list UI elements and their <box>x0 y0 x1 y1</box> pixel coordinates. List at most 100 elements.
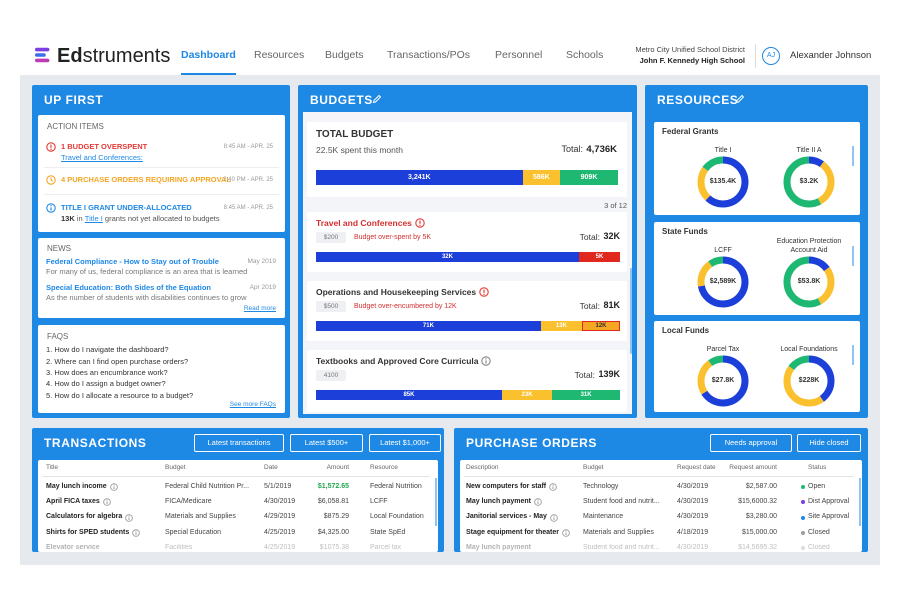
donut-value: $3.2K <box>799 177 819 185</box>
panel-title: BUDGETS <box>310 93 373 107</box>
icon-shape <box>50 205 52 207</box>
school-name: John F. Kennedy High School <box>639 56 745 66</box>
filter-button[interactable]: Latest $500+ <box>290 434 363 452</box>
donut-label: Title II A <box>796 146 822 154</box>
edit-icon <box>372 94 382 104</box>
action-link[interactable]: Title I <box>84 214 103 223</box>
icon-shape <box>135 530 137 532</box>
faq-item[interactable]: 3. How does an encumbrance work? <box>46 367 168 377</box>
donut-label: Local Foundations <box>780 345 838 353</box>
news-date: May 2019 <box>247 258 276 266</box>
active-tab-underline <box>181 73 236 75</box>
status-dot <box>801 515 805 520</box>
transactions-table-card <box>38 460 438 552</box>
nav-tab[interactable]: Transactions/POs <box>387 49 471 62</box>
donut-arc <box>783 355 835 407</box>
faq-item[interactable]: 5. How do I allocate a resource to a bud… <box>46 390 194 400</box>
table-cell: Special Education <box>165 528 222 536</box>
alert-icon <box>415 218 425 228</box>
action-divider <box>44 194 279 195</box>
nav-tab[interactable]: Resources <box>254 49 305 62</box>
donut-arc <box>783 156 835 208</box>
faq-item[interactable]: 2. Where can I find open purchase orders… <box>46 356 189 366</box>
filter-button[interactable]: Latest $1,000+ <box>369 434 441 452</box>
bar-segment-label: 12K <box>595 323 607 329</box>
bar-segment-label: 3,241K <box>408 174 431 181</box>
donut-label-box: Title I <box>681 135 765 155</box>
info-icon <box>103 498 111 507</box>
budget-name[interactable]: Operations and Housekeeping Services <box>316 286 477 297</box>
resource-scrollbar <box>852 146 854 166</box>
budget-code: $200 <box>316 232 346 243</box>
icon-shape <box>485 358 487 360</box>
filter-button[interactable]: Latest transactions <box>194 434 284 452</box>
donut <box>697 156 749 208</box>
status-dot <box>801 500 805 505</box>
donut-arc <box>783 156 835 208</box>
budget-note: Budget over-spent by 5K <box>354 233 432 241</box>
donut-value: $2,589K <box>709 277 737 285</box>
table-cell: May lunch payment <box>466 498 531 506</box>
donut-value: $135.4K <box>709 177 737 185</box>
faq-item[interactable]: 4. How do I assign a budget owner? <box>46 379 166 389</box>
read-more-link[interactable]: Read more <box>243 305 276 313</box>
district-name: Metro City Unified School District <box>635 45 745 55</box>
filter-button[interactable]: Needs approval <box>710 434 792 452</box>
info-icon <box>534 498 542 507</box>
news-text: For many of us, federal compliance is an… <box>46 267 248 277</box>
news-title[interactable]: Federal Compliance - How to Stay out of … <box>46 257 219 267</box>
nav-tab[interactable]: Personnel <box>495 49 543 62</box>
donut-label: LCFF <box>714 246 732 254</box>
status-dot <box>801 485 805 489</box>
news-title[interactable]: Special Education: Both Sides of the Equ… <box>46 283 212 293</box>
table-cell: $6,058.81 <box>317 498 349 506</box>
nav-tab[interactable]: Budgets <box>325 49 364 62</box>
table-cell: $1075.38 <box>319 543 349 551</box>
icon-shape <box>372 94 382 104</box>
donut-arc <box>697 256 749 308</box>
bar-segment: 13K <box>540 321 582 331</box>
nav-bar <box>20 35 880 75</box>
filter-button[interactable]: Hide closed <box>797 434 861 452</box>
alert-icon <box>479 287 489 297</box>
icon-shape <box>132 529 140 537</box>
icon-shape <box>128 515 130 517</box>
budget-name[interactable]: Textbooks and Approved Core Curricula <box>316 355 479 366</box>
news-card <box>38 238 285 318</box>
column-header: Description <box>466 464 499 472</box>
total-budget-heading: TOTAL BUDGET <box>316 128 394 140</box>
action-date: 8:45 AM - APR. 25 <box>223 204 273 211</box>
nav-tab[interactable]: Dashboard <box>181 49 236 62</box>
faq-item[interactable]: 1. How do I navigate the dashboard? <box>46 345 169 355</box>
brand-suffix: struments <box>82 45 171 67</box>
user-name[interactable]: Alexander Johnson <box>790 49 872 61</box>
budget-total-label: Total: <box>579 300 600 311</box>
nav-tab[interactable]: Schools <box>566 49 604 62</box>
bar-segment-label: 85K <box>403 392 415 398</box>
bar-segment: 31K <box>552 390 620 400</box>
column-header: Status <box>808 464 827 472</box>
table-cell: Open <box>808 482 826 490</box>
action-detail: 13K in Title I grants not yet allocated … <box>61 213 220 224</box>
card-heading: FAQS <box>47 332 69 341</box>
table-cell: $14,5695.32 <box>738 543 777 551</box>
column-header: Request amount <box>729 464 777 472</box>
total-budget-spent: 22.5K spent this month <box>316 144 403 155</box>
avatar[interactable]: AJ <box>762 47 780 65</box>
budget-name[interactable]: Travel and Conferences <box>316 217 412 228</box>
action-items-card <box>38 115 285 232</box>
action-link[interactable]: Travel and Conferences: <box>61 153 143 162</box>
faq-more-link[interactable]: See more FAQs <box>229 401 276 409</box>
news-text: As the number of students with disabilit… <box>46 293 247 303</box>
card-heading: ACTION ITEMS <box>47 122 104 131</box>
table-cell: Parcel tax <box>370 543 402 551</box>
table-cell: Shirts for SPED students <box>46 528 130 536</box>
header-divider <box>464 476 854 477</box>
action-text: grants not yet allocated to budgets <box>102 214 220 223</box>
table-cell: April FICA taxes <box>46 498 100 506</box>
action-text: in <box>74 214 85 223</box>
column-header: Resource <box>370 464 398 472</box>
bar-segment-label: 31K <box>580 392 592 398</box>
donut-label-box: Title II A <box>767 135 851 155</box>
donut-value: $228K <box>798 376 820 384</box>
